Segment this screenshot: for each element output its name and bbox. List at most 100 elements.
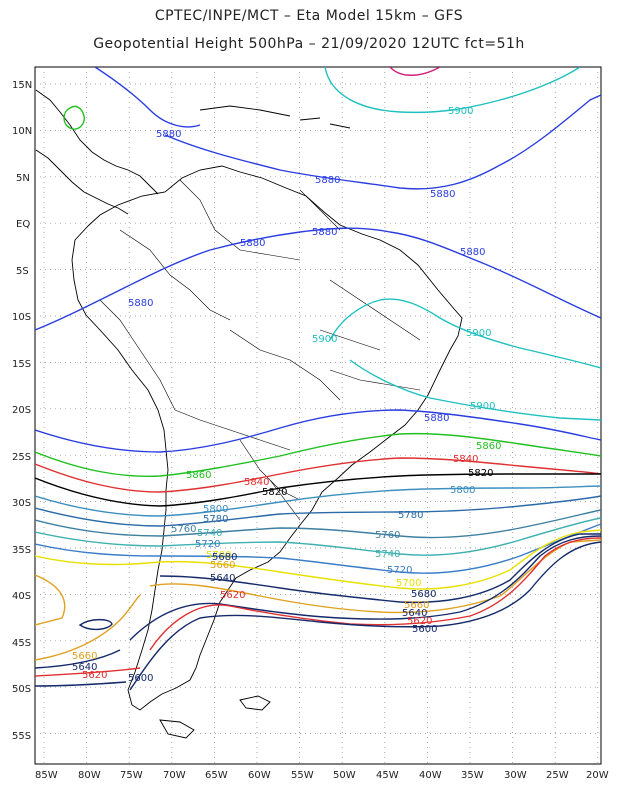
south-america-coastline [71, 165, 463, 711]
contour-5700 [35, 529, 601, 590]
contour-5900-south [349, 359, 601, 421]
contour-5620-west [35, 667, 141, 677]
border-peru-bolivia [99, 299, 176, 411]
lon-label: 50W [333, 770, 356, 781]
contour-5880-north [94, 67, 201, 128]
lat-label: 10S [12, 312, 31, 323]
lat-label: 30S [12, 498, 31, 509]
lat-label: 45S [12, 638, 31, 649]
central-america-coastline-2 [35, 149, 129, 215]
contour-label: 5880 [424, 413, 449, 424]
longitude-labels: 85W 80W 75W 70W 65W 60W 55W 50W 45W 40W … [35, 770, 609, 781]
contour-5880-southeast [35, 409, 601, 453]
contour-5600 [129, 541, 601, 691]
contour-5880-south [35, 227, 601, 331]
lon-label: 30W [504, 770, 527, 781]
chart-title: CPTEC/INPE/MCT – Eta Model 15km – GFS [154, 8, 464, 24]
contour-label: 5840 [244, 477, 269, 488]
contour-label: 5800 [450, 485, 475, 496]
lon-label: 40W [419, 770, 442, 781]
contour-5800 [35, 485, 601, 517]
caribbean-islands [199, 105, 351, 129]
contour-label: 5680 [212, 552, 237, 563]
contour-label: 5680 [411, 589, 436, 600]
lon-label: 20W [586, 770, 609, 781]
contour-loop-pacific [78, 618, 113, 631]
contour-label: 5880 [312, 227, 337, 238]
contour-5640 [129, 535, 601, 641]
contour-label: 5820 [468, 468, 493, 479]
contour-label: 5620 [220, 590, 245, 601]
contour-label: 5900 [448, 106, 473, 117]
coastlines [35, 89, 463, 739]
contour-5860-loop [63, 105, 85, 130]
contour-label: 5760 [171, 524, 196, 535]
contour-5620 [149, 537, 601, 651]
contour-label: 5880 [460, 247, 485, 258]
lon-label: 55W [291, 770, 314, 781]
contour-label: 5740 [375, 549, 400, 560]
border-colombia-peru [119, 229, 231, 321]
contour-5680 [159, 533, 601, 604]
contour-5720 [35, 523, 601, 574]
border-brazil-states-1 [329, 279, 421, 341]
contour-label: 5860 [476, 441, 501, 452]
contour-label: 5700 [206, 550, 231, 561]
lat-label: 55S [12, 731, 31, 742]
contour-label: 5720 [195, 539, 220, 550]
contour-5880-mid [164, 94, 601, 190]
lon-label: 75W [120, 770, 143, 781]
contour-label: 5900 [312, 334, 337, 345]
contour-label: 5780 [203, 514, 228, 525]
contour-label: 5640 [402, 608, 427, 619]
lat-label: EQ [16, 219, 30, 230]
lat-label: 15N [12, 80, 32, 91]
contour-label: 5700 [396, 578, 421, 589]
contour-label: 5740 [197, 528, 222, 539]
contour-label: 5600 [412, 624, 437, 635]
lon-label: 25W [546, 770, 569, 781]
contour-label: 5880 [128, 298, 153, 309]
border-brazil-states-3 [329, 369, 421, 391]
contour-label: 5860 [186, 470, 211, 481]
lon-label: 80W [78, 770, 101, 781]
contour-lines [35, 67, 601, 691]
contour-5660-west [35, 574, 66, 626]
graticule [35, 67, 601, 764]
contour-label: 5880 [240, 238, 265, 249]
lat-label: 40S [12, 591, 31, 602]
contour-label: 5880 [156, 129, 181, 140]
lat-label: 25S [12, 452, 31, 463]
contour-label: 5620 [82, 670, 107, 681]
contour-label: 5640 [210, 573, 235, 584]
contour-label: 5840 [453, 454, 478, 465]
border-argentina-north [174, 409, 291, 451]
contour-5660 [149, 539, 601, 614]
contour-5900-mid [329, 298, 601, 369]
tierra-del-fuego [159, 719, 195, 739]
contour-label: 5620 [407, 616, 432, 627]
lon-label: 85W [35, 770, 58, 781]
contour-5660-south [35, 594, 141, 661]
contour-label: 5900 [470, 401, 495, 412]
lat-label: 20S [12, 405, 31, 416]
lat-label: 5S [16, 266, 29, 277]
contour-5920 [389, 67, 441, 76]
chart-subtitle: Geopotential Height 500hPa – 21/09/2020 … [93, 36, 525, 52]
contour-label: 5900 [466, 328, 491, 339]
lon-label: 65W [205, 770, 228, 781]
contour-5760 [35, 509, 601, 539]
border-guianas [299, 189, 341, 231]
contour-5840 [35, 457, 601, 493]
contour-label: 5880 [315, 175, 340, 186]
central-america-coastline [35, 89, 159, 195]
latitude-labels: 15N 10N 5N EQ 5S 10S 15S 20S 25S 30S 35S… [12, 80, 32, 742]
lon-label: 35W [461, 770, 484, 781]
contour-labels: 5900 5880 5880 5880 5880 5880 5880 5900 … [72, 106, 501, 684]
contour-label: 5660 [210, 560, 235, 571]
lon-label: 70W [163, 770, 186, 781]
contour-5740 [35, 517, 601, 556]
lat-label: 15S [12, 359, 31, 370]
contour-label: 5800 [203, 504, 228, 515]
lon-label: 60W [248, 770, 271, 781]
